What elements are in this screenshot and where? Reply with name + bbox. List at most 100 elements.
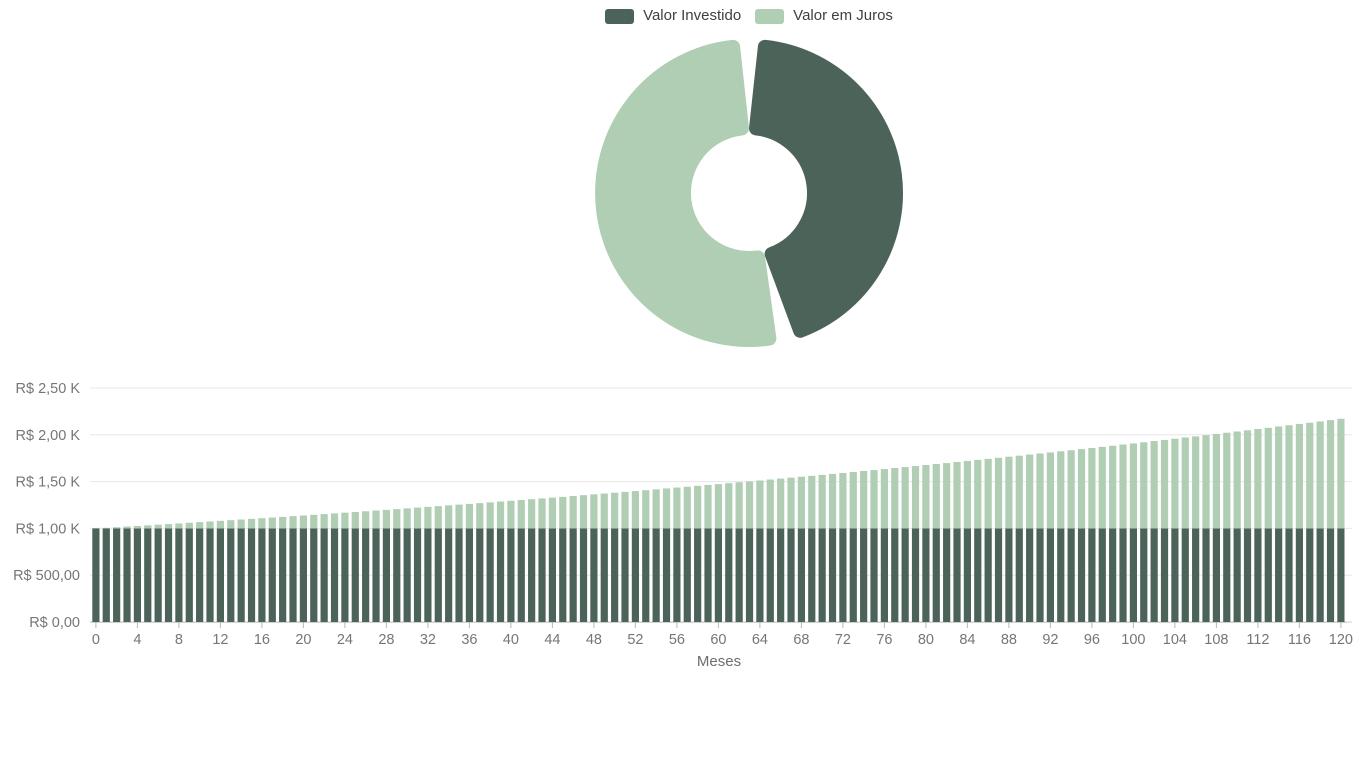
y-axis-label-0: R$ 0,00 <box>29 615 80 631</box>
bar-invested-month-39 <box>496 528 505 622</box>
bar-juros-month-95 <box>1077 449 1086 529</box>
bar-invested-month-33 <box>434 528 442 622</box>
bar-invested-month-110 <box>1233 528 1241 622</box>
bar-invested-month-114 <box>1275 528 1283 622</box>
bar-juros-month-27 <box>372 510 380 529</box>
bar-invested-month-42 <box>528 528 536 622</box>
x-axis-label-52: 52 <box>627 632 643 648</box>
bar-invested-month-19 <box>289 528 297 622</box>
bar-invested-month-94 <box>1067 528 1075 622</box>
bar-juros-month-77 <box>891 468 899 529</box>
bar-juros-month-88 <box>1005 456 1013 529</box>
bar-invested-month-65 <box>766 528 774 622</box>
bar-juros-month-17 <box>268 517 276 529</box>
bar-invested-month-1 <box>102 528 110 622</box>
bar-invested-month-50 <box>611 528 619 622</box>
bar-invested-month-111 <box>1243 528 1252 622</box>
bar-invested-month-55 <box>662 528 671 622</box>
bar-juros-month-116 <box>1295 423 1303 529</box>
bar-juros-month-46 <box>569 496 577 529</box>
bar-invested-month-17 <box>268 528 276 622</box>
bar-invested-month-78 <box>901 528 909 622</box>
bar-juros-month-24 <box>341 512 349 529</box>
bar-juros-month-44 <box>548 497 556 529</box>
bar-juros-month-81 <box>932 464 940 529</box>
bar-invested-month-101 <box>1140 528 1148 622</box>
bar-juros-month-107 <box>1202 435 1210 529</box>
bar-invested-month-16 <box>258 528 266 622</box>
x-axis-label-72: 72 <box>835 632 851 648</box>
bar-invested-month-103 <box>1160 528 1169 622</box>
legend-item-valor-investido[interactable]: Valor Investido <box>605 8 741 24</box>
bar-juros-month-65 <box>766 479 774 529</box>
x-axis-label-8: 8 <box>175 632 183 648</box>
x-axis-label-60: 60 <box>710 632 726 648</box>
bar-juros-month-50 <box>611 492 619 529</box>
bar-invested-month-10 <box>196 528 204 622</box>
bar-invested-month-31 <box>413 528 422 622</box>
bar-juros-month-10 <box>196 522 204 529</box>
bar-juros-month-110 <box>1233 431 1241 529</box>
bar-juros-month-4 <box>133 525 141 529</box>
bar-juros-month-103 <box>1160 439 1169 529</box>
x-axis-label-116: 116 <box>1288 632 1311 648</box>
bar-juros-month-78 <box>901 467 909 529</box>
bar-juros-month-71 <box>828 473 837 529</box>
bar-invested-month-90 <box>1026 528 1034 622</box>
x-axis-label-100: 100 <box>1121 632 1145 648</box>
legend-label-valor-em-juros: Valor em Juros <box>793 7 893 24</box>
x-axis-label-20: 20 <box>295 632 311 648</box>
bar-juros-month-40 <box>507 500 515 529</box>
bar-invested-month-40 <box>507 528 515 622</box>
bar-invested-month-85 <box>974 528 982 622</box>
bar-invested-month-57 <box>683 528 691 622</box>
bar-juros-month-49 <box>600 493 608 529</box>
x-axis-label-12: 12 <box>212 632 228 648</box>
bar-juros-month-48 <box>590 494 598 529</box>
bar-invested-month-95 <box>1077 528 1086 622</box>
bar-invested-month-14 <box>237 528 245 622</box>
bar-invested-month-108 <box>1212 528 1220 622</box>
bar-juros-month-43 <box>538 498 546 529</box>
bar-invested-month-47 <box>579 528 588 622</box>
bar-invested-month-58 <box>694 528 702 622</box>
bar-invested-month-104 <box>1171 528 1179 622</box>
x-axis-label-92: 92 <box>1042 632 1058 648</box>
bar-juros-month-60 <box>714 484 722 529</box>
x-axis-label-88: 88 <box>1001 632 1017 648</box>
bar-invested-month-8 <box>175 528 183 622</box>
bar-juros-month-104 <box>1171 438 1179 529</box>
bar-juros-month-42 <box>528 499 536 529</box>
bar-invested-month-53 <box>642 528 650 622</box>
bar-invested-month-67 <box>787 528 795 622</box>
x-axis-label-84: 84 <box>959 632 975 648</box>
bar-juros-month-89 <box>1015 455 1023 529</box>
bar-juros-month-35 <box>455 504 463 529</box>
bar-invested-month-29 <box>393 528 401 622</box>
legend-item-valor-em-juros[interactable]: Valor em Juros <box>755 8 893 24</box>
bar-invested-month-62 <box>735 528 743 622</box>
bar-juros-month-6 <box>154 524 162 529</box>
bar-invested-month-97 <box>1098 528 1106 622</box>
x-axis-label-44: 44 <box>544 632 560 648</box>
bar-juros-month-100 <box>1129 443 1137 529</box>
bar-chart: R$ 0,00 R$ 500,00 R$ 1,00 K R$ 1,50 K R$ 2,0… <box>13 381 1353 670</box>
bar-juros-month-111 <box>1243 430 1252 529</box>
bar-invested-month-32 <box>424 528 432 622</box>
bar-invested-month-100 <box>1129 528 1137 622</box>
bar-invested-month-51 <box>621 528 629 622</box>
legend-swatch-valor-investido <box>605 8 635 24</box>
x-axis-label-28: 28 <box>378 632 394 648</box>
bar-invested-month-72 <box>839 528 847 622</box>
bar-invested-month-82 <box>943 528 951 622</box>
bar-juros-month-98 <box>1109 445 1117 529</box>
bar-juros-month-25 <box>351 512 359 529</box>
bar-invested-month-22 <box>320 528 328 622</box>
donut-slice-valor-investido <box>749 39 903 338</box>
bar-juros-month-29 <box>393 509 401 529</box>
bar-juros-month-9 <box>185 522 193 529</box>
bar-invested-month-24 <box>341 528 349 622</box>
bar-invested-month-120 <box>1337 528 1345 622</box>
bar-juros-month-41 <box>517 500 525 529</box>
bar-invested-month-80 <box>922 528 930 622</box>
